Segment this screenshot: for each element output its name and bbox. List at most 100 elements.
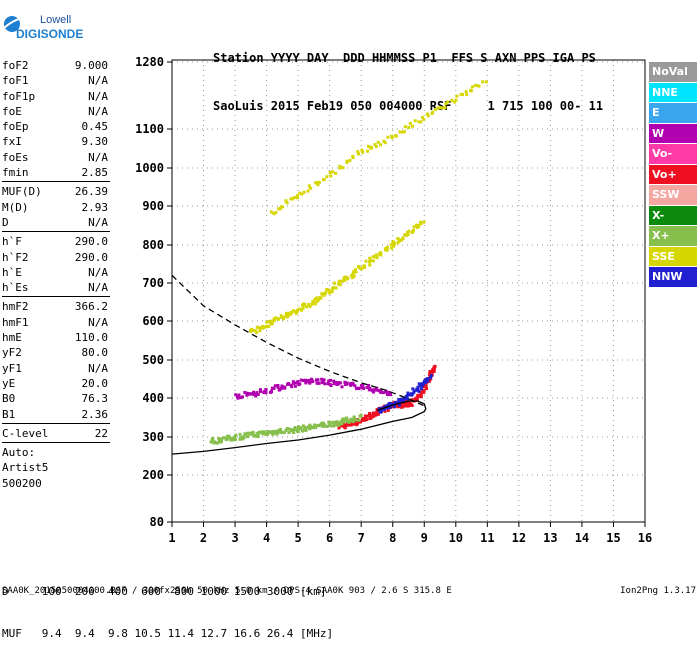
echo-point bbox=[330, 290, 334, 294]
echo-point bbox=[248, 431, 252, 435]
y-tick-label: 900 bbox=[142, 199, 164, 213]
x-tick-label: 16 bbox=[638, 531, 652, 545]
legend-item-x-: X+ bbox=[649, 226, 697, 246]
echo-point bbox=[340, 279, 344, 283]
echo-point bbox=[365, 149, 369, 153]
echo-point bbox=[231, 438, 235, 442]
echo-point bbox=[365, 417, 369, 421]
echo-point bbox=[361, 150, 365, 154]
echo-point bbox=[392, 241, 396, 245]
ionogram-chart: 1 2 3 4 5 6 7 8 9 10 11 12 13 14 15 1680200300400500600… bbox=[135, 55, 652, 545]
param-row: B1 2.36 bbox=[2, 407, 110, 422]
echo-point bbox=[354, 270, 358, 274]
echo-point bbox=[315, 378, 319, 382]
echo-point bbox=[343, 426, 347, 430]
param-row: h`Es N/A bbox=[2, 280, 110, 295]
auto-line: 500200 bbox=[2, 476, 42, 490]
echo-point bbox=[282, 315, 286, 319]
echo-point bbox=[372, 388, 376, 392]
y-tick-label: 300 bbox=[142, 430, 164, 444]
echo-point bbox=[426, 114, 430, 118]
echo-point bbox=[421, 381, 425, 385]
echo-point bbox=[319, 422, 323, 426]
echo-point bbox=[342, 276, 346, 280]
echo-point bbox=[249, 392, 253, 396]
echo-point bbox=[390, 136, 394, 140]
echo-point bbox=[320, 377, 324, 381]
logo-swoosh bbox=[3, 16, 43, 29]
echo-point bbox=[307, 303, 311, 307]
echo-point bbox=[289, 383, 293, 387]
echo-point bbox=[406, 233, 410, 237]
x-tick-label: 11 bbox=[480, 531, 494, 545]
echo-point bbox=[238, 437, 242, 441]
echo-point bbox=[353, 384, 357, 388]
param-name: B1 bbox=[2, 407, 16, 421]
echo-point bbox=[408, 121, 412, 125]
footer-info: SAA0K_2015050004000.RSF / 300fx256h 50 k… bbox=[2, 586, 452, 596]
echo-point bbox=[304, 429, 308, 433]
param-name: hmF1 bbox=[2, 315, 29, 329]
echo-point bbox=[349, 417, 353, 421]
echo-point bbox=[417, 225, 421, 229]
echo-point bbox=[374, 144, 378, 148]
echo-point bbox=[385, 245, 389, 249]
echo-point bbox=[336, 382, 340, 386]
echo-point bbox=[412, 391, 416, 395]
echo-point bbox=[311, 426, 315, 430]
echo-point bbox=[386, 135, 390, 139]
echo-point bbox=[279, 314, 283, 318]
echo-point bbox=[272, 386, 276, 390]
echo-point bbox=[304, 426, 308, 430]
echo-point bbox=[374, 388, 378, 392]
echo-point bbox=[281, 317, 285, 321]
echo-point bbox=[446, 100, 450, 104]
echo-point bbox=[301, 424, 305, 428]
param-name: yF1 bbox=[2, 361, 22, 375]
echo-point bbox=[252, 390, 256, 394]
echo-point bbox=[429, 376, 433, 380]
echo-point bbox=[316, 183, 320, 187]
echo-point bbox=[330, 424, 334, 428]
echo-point bbox=[317, 180, 321, 184]
echo-point bbox=[268, 430, 272, 434]
param-row: B0 76.3 bbox=[2, 391, 110, 406]
echo-point bbox=[450, 98, 454, 102]
echo-point bbox=[357, 265, 361, 269]
echo-point bbox=[317, 423, 321, 427]
echo-point bbox=[375, 410, 379, 414]
echo-point bbox=[243, 432, 247, 436]
param-row: foF1 N/A bbox=[2, 73, 110, 88]
echo-point bbox=[236, 396, 240, 400]
echo-point bbox=[234, 393, 238, 397]
echo-point bbox=[259, 326, 263, 330]
echo-point bbox=[379, 143, 383, 147]
echo-point bbox=[348, 159, 352, 163]
echo-point bbox=[237, 393, 241, 397]
y-tick-label: 400 bbox=[142, 391, 164, 405]
echo-point bbox=[361, 416, 365, 420]
param-name: h`Es bbox=[2, 281, 29, 295]
echo-point bbox=[375, 386, 379, 390]
echo-point bbox=[261, 326, 265, 330]
echo-point bbox=[397, 239, 401, 243]
echo-point bbox=[416, 385, 420, 389]
echo-point bbox=[345, 159, 349, 163]
echo-point bbox=[294, 381, 298, 385]
echo-point bbox=[313, 425, 317, 429]
echo-point bbox=[381, 391, 385, 395]
echo-point bbox=[326, 382, 330, 386]
echo-point bbox=[264, 391, 268, 395]
echo-point bbox=[422, 220, 426, 224]
echo-point bbox=[267, 319, 271, 323]
echo-point bbox=[343, 423, 347, 427]
echo-point bbox=[274, 211, 278, 215]
echo-point bbox=[313, 302, 317, 306]
echo-point bbox=[426, 377, 430, 381]
param-row: yF2 80.0 bbox=[2, 345, 110, 360]
param-name: fxI bbox=[2, 135, 22, 149]
param-value: N/A bbox=[88, 104, 108, 118]
param-name: M(D) bbox=[2, 200, 29, 214]
echo-point bbox=[261, 324, 265, 328]
echo-point bbox=[254, 394, 258, 398]
